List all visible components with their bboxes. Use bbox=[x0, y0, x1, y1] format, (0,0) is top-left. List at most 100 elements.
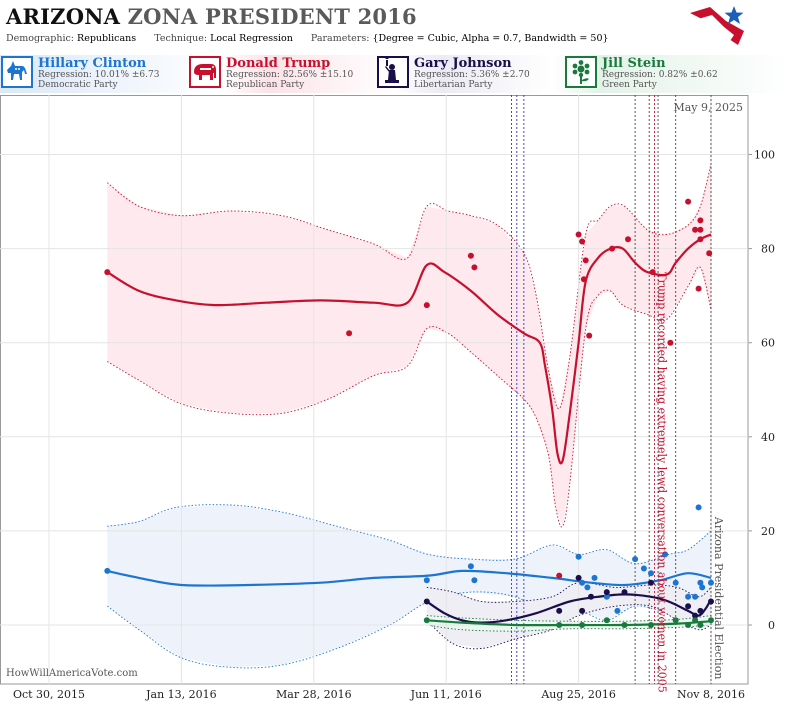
candidate-name: Hillary Clinton bbox=[38, 56, 147, 71]
poll-point bbox=[556, 572, 563, 579]
chart-labels: Trump recorded having extremely lewd con… bbox=[656, 101, 743, 693]
poll-point bbox=[588, 593, 594, 600]
poll-point bbox=[697, 236, 704, 243]
donkey-icon bbox=[7, 61, 27, 80]
poll-point bbox=[423, 302, 430, 309]
poll-point bbox=[609, 245, 616, 252]
poll-point bbox=[632, 556, 639, 563]
y-tick-label: 20 bbox=[761, 525, 775, 538]
demographic-label: Demographic: bbox=[6, 33, 75, 44]
poll-point bbox=[649, 269, 656, 276]
poll-point bbox=[708, 579, 714, 586]
poll-point bbox=[591, 574, 598, 581]
poll-point bbox=[467, 563, 474, 570]
x-tick-label: Mar 28, 2016 bbox=[276, 688, 352, 701]
candidate-legend: Hillary Clinton Regression: 10.01% ±6.73… bbox=[0, 55, 789, 93]
poll-point bbox=[582, 257, 589, 264]
site-logo-icon bbox=[690, 6, 744, 45]
event-annotation: Trump recorded having extremely lewd con… bbox=[656, 272, 669, 693]
plot-frame bbox=[0, 95, 749, 685]
y-tick-label: 60 bbox=[761, 337, 775, 350]
poll-point bbox=[621, 622, 628, 628]
poll-point bbox=[423, 598, 430, 605]
poll-point bbox=[467, 252, 474, 259]
y-tick-label: 0 bbox=[768, 619, 775, 632]
candidate-regression: Regression: 10.01% ±6.73 bbox=[38, 70, 160, 80]
poll-point bbox=[556, 622, 563, 628]
candidate-name: Donald Trump bbox=[226, 56, 331, 71]
candidate-card-johnson: Gary Johnson Regression: 5.36% ±2.70 Lib… bbox=[376, 55, 572, 93]
candidate-card-clinton: Hillary Clinton Regression: 10.01% ±6.73… bbox=[0, 55, 196, 93]
x-tick-label: Nov 8, 2016 bbox=[677, 688, 745, 701]
poll-point bbox=[579, 607, 586, 614]
poll-point bbox=[603, 589, 610, 596]
demographic-value: Republicans bbox=[77, 33, 137, 44]
band-lower-bound bbox=[426, 624, 712, 632]
poll-point bbox=[575, 231, 582, 238]
poll-point bbox=[672, 579, 679, 586]
poll-point bbox=[621, 589, 628, 596]
poll-point bbox=[603, 593, 610, 600]
event-annotation: Arizona Presidential Election bbox=[712, 516, 725, 680]
liberty-torch-icon bbox=[385, 57, 399, 83]
y-tick-label: 80 bbox=[761, 243, 775, 256]
poll-point bbox=[695, 285, 702, 292]
x-tick-label: Jan 13, 2016 bbox=[145, 688, 217, 701]
poll-point bbox=[708, 617, 714, 624]
regression-line bbox=[426, 619, 712, 627]
candidate-party: Democratic Party bbox=[38, 80, 118, 90]
x-tick-label: Jun 11, 2016 bbox=[410, 688, 482, 701]
x-tick-label: Aug 25, 2016 bbox=[540, 688, 616, 701]
technique-label: Technique: bbox=[154, 33, 208, 44]
title-rest: ZONA PRESIDENT 2016 bbox=[127, 4, 417, 29]
poll-points bbox=[104, 198, 714, 628]
poll-point bbox=[697, 607, 704, 614]
poll-point bbox=[685, 198, 692, 205]
poll-point bbox=[471, 264, 478, 271]
band-upper-bound bbox=[107, 163, 712, 410]
poll-point bbox=[672, 617, 679, 624]
poll-point bbox=[662, 551, 669, 558]
band-upper-bound bbox=[426, 615, 712, 622]
title-state: ARIZONA bbox=[6, 4, 121, 29]
band-lower-bound bbox=[107, 591, 712, 669]
poll-point bbox=[346, 330, 353, 337]
poll-point bbox=[625, 236, 631, 243]
confidence-band bbox=[426, 582, 711, 649]
poll-point bbox=[692, 593, 699, 600]
candidate-party: Libertarian Party bbox=[414, 80, 493, 90]
poll-point bbox=[697, 217, 704, 224]
poll-point bbox=[685, 622, 692, 628]
parameters-line: Demographic: Republicans Technique: Loca… bbox=[6, 33, 609, 44]
poll-point bbox=[580, 276, 587, 283]
poll-point bbox=[640, 565, 647, 572]
regression-line bbox=[106, 233, 712, 465]
poll-point bbox=[695, 504, 702, 511]
poll-point bbox=[104, 567, 111, 574]
poll-point bbox=[685, 603, 692, 610]
poll-point bbox=[586, 332, 593, 339]
poll-point bbox=[697, 622, 704, 628]
poll-point bbox=[699, 584, 706, 591]
candidate-regression: Regression: 5.36% ±2.70 bbox=[414, 70, 530, 80]
poll-point bbox=[697, 579, 704, 586]
y-tick-label: 40 bbox=[761, 431, 775, 444]
page-title: ARIZONA ZONA PRESIDENT 2016 bbox=[6, 4, 417, 29]
poll-point bbox=[423, 577, 430, 584]
poll-point bbox=[706, 250, 713, 257]
candidate-regression: Regression: 0.82% ±0.62 bbox=[602, 70, 718, 80]
poll-point bbox=[579, 238, 586, 245]
parameters-value: {Degree = Cubic, Alpha = 0.7, Bandwidth … bbox=[372, 33, 609, 44]
date-label: May 9, 2025 bbox=[673, 101, 743, 114]
poll-point bbox=[579, 622, 586, 628]
source-credit: HowWillAmericaVote.com bbox=[6, 668, 138, 679]
y-tick-label: 100 bbox=[754, 149, 775, 162]
candidate-party: Green Party bbox=[602, 80, 657, 90]
technique-value: Local Regression bbox=[210, 33, 293, 44]
confidence-band bbox=[107, 163, 712, 527]
poll-point bbox=[603, 617, 610, 624]
poll-point bbox=[648, 570, 654, 577]
parameters-label: Parameters: bbox=[310, 33, 370, 44]
poll-point bbox=[423, 617, 430, 624]
poll-point bbox=[692, 617, 699, 624]
